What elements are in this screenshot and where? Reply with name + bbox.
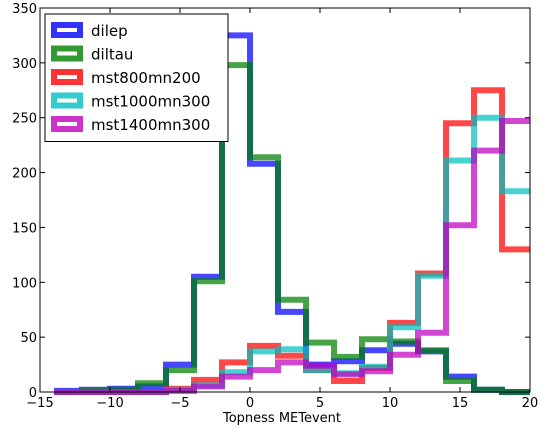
series-diltau: [54, 62, 530, 395]
legend-label-mst800mn200: mst800mn200: [91, 69, 201, 87]
x-tick-label: 15: [452, 396, 469, 411]
x-axis-label: Topness METevent: [222, 411, 341, 426]
series-layer: [54, 32, 530, 395]
legend-swatch-mst800mn200: [51, 69, 83, 85]
legend-label-mst1400mn300: mst1400mn300: [91, 116, 210, 134]
y-tick-label: 350: [12, 2, 37, 17]
legend-swatch-diltau: [51, 45, 83, 62]
x-tick-label: −15: [26, 396, 53, 411]
y-tick-label: 0: [29, 386, 37, 401]
y-tick-label: 300: [12, 57, 37, 72]
legend-label-diltau: diltau: [91, 46, 133, 64]
legend-swatch-mst1000mn300: [51, 92, 83, 109]
legend-swatch-dilep: [51, 22, 83, 38]
x-tick-label: −5: [170, 396, 189, 411]
legend: dilep diltau mst800mn200 mst1000mn300 mst140…: [44, 13, 229, 142]
x-tick-label: 0: [246, 396, 254, 411]
x-tick-label: −10: [96, 396, 123, 411]
series-mst1000mn300: [54, 114, 530, 395]
y-tick-label: 50: [20, 331, 37, 346]
y-tick-label: 200: [12, 167, 37, 182]
legend-label-dilep: dilep: [91, 22, 128, 40]
legend-label-mst1000mn300: mst1000mn300: [91, 93, 210, 111]
y-tick-label: 100: [12, 276, 37, 291]
x-tick-label: 5: [316, 396, 324, 411]
y-tick-label: 250: [12, 112, 37, 127]
x-tick-label: 20: [522, 396, 539, 411]
plot-frame: [39, 7, 531, 393]
y-tick-label: 150: [12, 221, 37, 236]
series-mst1400mn300: [54, 118, 530, 395]
legend-swatch-mst1400mn300: [51, 116, 83, 132]
x-tick-label: 10: [382, 396, 399, 411]
